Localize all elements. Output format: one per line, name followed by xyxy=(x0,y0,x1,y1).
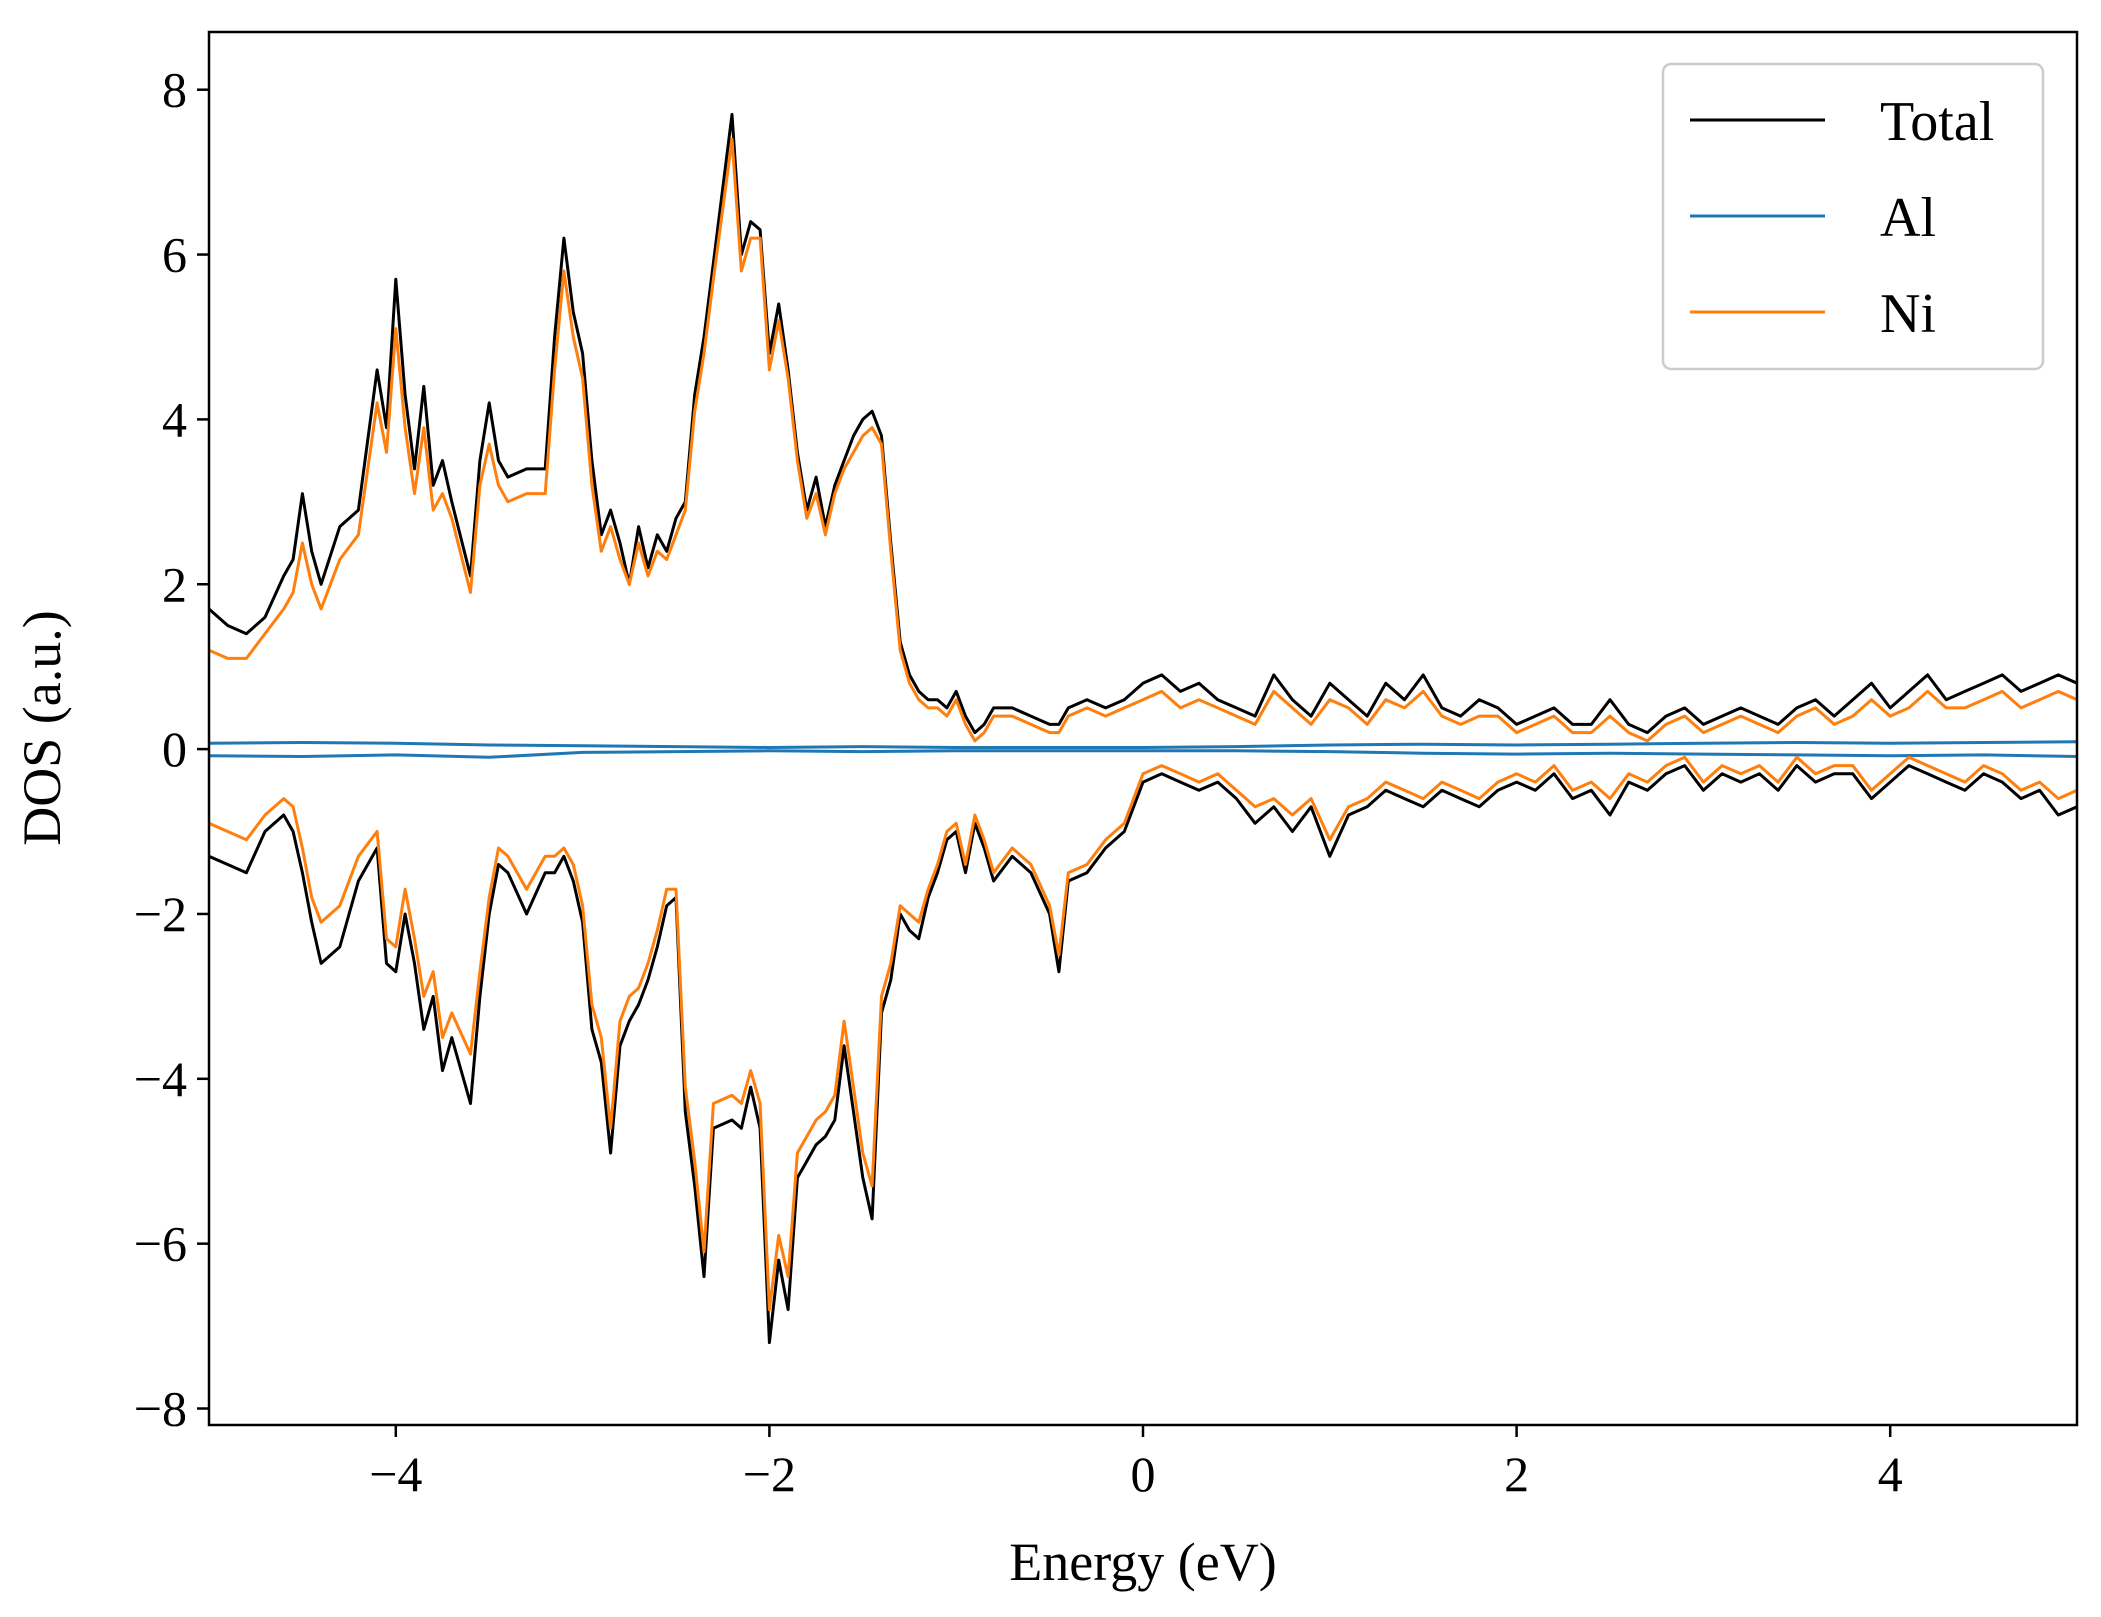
x-tick-label: −2 xyxy=(743,1446,796,1502)
series-total-spin-down xyxy=(209,764,2077,1345)
y-tick-label: −8 xyxy=(134,1381,187,1437)
series-total-spin-up xyxy=(209,112,2077,735)
series-ni-spin-down xyxy=(209,755,2077,1312)
legend-label-total: Total xyxy=(1880,91,1994,153)
legend: Total Al Ni xyxy=(1661,62,2045,371)
y-tick-label: 4 xyxy=(162,391,187,447)
legend-label-al: Al xyxy=(1880,187,1936,249)
y-tick-label: 6 xyxy=(162,227,187,283)
series-ni-spin-up xyxy=(209,137,2077,743)
x-tick-label: −4 xyxy=(369,1446,422,1502)
series-layer xyxy=(209,112,2077,1345)
series-al-spin-down xyxy=(209,749,2077,759)
y-tick-label: −6 xyxy=(134,1216,187,1272)
y-axis: −8 −6 −4 −2 0 2 4 6 8 xyxy=(134,62,209,1437)
y-tick-label: −2 xyxy=(134,886,187,942)
legend-frame xyxy=(1661,62,2045,371)
y-tick-label: −4 xyxy=(134,1051,187,1107)
legend-label-ni: Ni xyxy=(1880,283,1936,345)
y-tick-label: 8 xyxy=(162,62,187,118)
series-al-spin-up xyxy=(209,740,2077,749)
x-tick-label: 4 xyxy=(1878,1446,1903,1502)
x-tick-label: 0 xyxy=(1131,1446,1156,1502)
y-tick-label: 2 xyxy=(162,556,187,612)
y-axis-label: DOS (a.u.) xyxy=(12,610,72,845)
x-axis-label: Energy (eV) xyxy=(1009,1532,1276,1592)
x-tick-label: 2 xyxy=(1504,1446,1529,1502)
y-tick-label: 0 xyxy=(162,721,187,777)
x-axis: −4 −2 0 2 4 xyxy=(369,1425,1903,1502)
